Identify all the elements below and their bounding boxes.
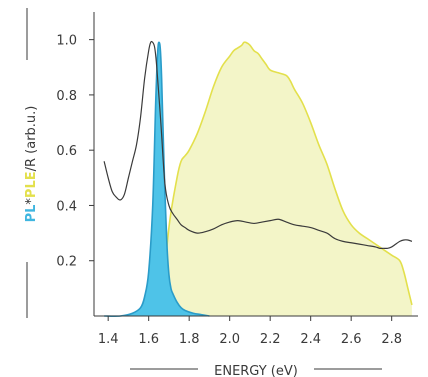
- y-tick-label: 0.4: [56, 199, 77, 214]
- y-tick-label: 1.0: [56, 34, 77, 49]
- y-axis-title-part: PLE: [24, 171, 39, 198]
- y-tick-label: 0.8: [56, 89, 77, 104]
- y-axis-title-part: PL: [24, 205, 39, 223]
- x-tick-label: 2.6: [341, 332, 362, 347]
- x-tick-label: 2.0: [219, 332, 240, 347]
- x-tick-label: 2.2: [260, 332, 281, 347]
- x-tick-label: 1.8: [179, 332, 200, 347]
- x-tick-label: 2.4: [300, 332, 321, 347]
- y-axis-title-part: /R (arb.u.): [24, 106, 39, 172]
- y-tick-label: 0.2: [56, 255, 77, 270]
- ple-area: [161, 42, 412, 316]
- x-tick-label: 1.6: [138, 332, 159, 347]
- x-axis-title: ENERGY (eV): [214, 364, 298, 377]
- x-tick-label: 2.8: [381, 332, 402, 347]
- plot-area: [104, 42, 412, 317]
- y-axis-title: PL*PLE/R (arb.u.): [24, 106, 39, 223]
- x-tick-label: 1.4: [98, 332, 119, 347]
- y-tick-label: 0.6: [56, 144, 77, 159]
